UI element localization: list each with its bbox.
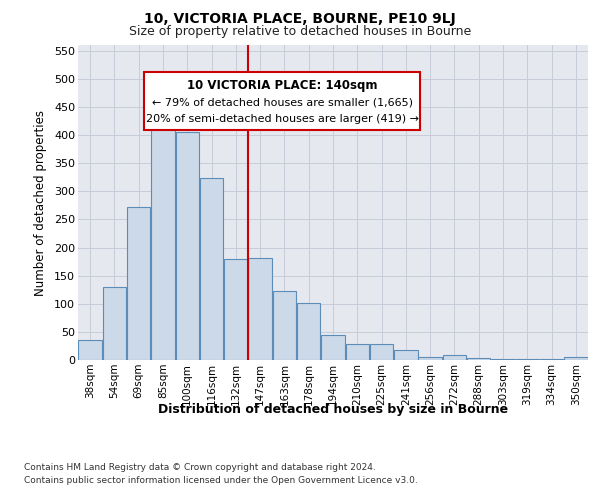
Text: Distribution of detached houses by size in Bourne: Distribution of detached houses by size … bbox=[158, 402, 508, 415]
Bar bbox=[272, 292, 296, 360]
Bar bbox=[515, 359, 539, 360]
Text: 10, VICTORIA PLACE, BOURNE, PE10 9LJ: 10, VICTORIA PLACE, BOURNE, PE10 9LJ bbox=[144, 12, 456, 26]
Text: Contains public sector information licensed under the Open Government Licence v3: Contains public sector information licen… bbox=[24, 476, 418, 485]
Bar bbox=[224, 259, 248, 360]
Bar bbox=[297, 303, 320, 360]
Bar bbox=[79, 340, 102, 360]
Bar bbox=[151, 116, 175, 360]
Bar bbox=[346, 344, 369, 360]
Bar bbox=[370, 344, 394, 360]
Bar bbox=[321, 335, 345, 360]
Bar bbox=[491, 359, 515, 360]
Bar bbox=[443, 355, 466, 360]
Bar bbox=[200, 178, 223, 360]
FancyBboxPatch shape bbox=[145, 72, 420, 130]
Bar bbox=[394, 350, 418, 360]
Bar bbox=[248, 258, 272, 360]
Text: 20% of semi-detached houses are larger (419) →: 20% of semi-detached houses are larger (… bbox=[146, 114, 419, 124]
Bar bbox=[418, 356, 442, 360]
Y-axis label: Number of detached properties: Number of detached properties bbox=[34, 110, 47, 296]
Bar bbox=[176, 132, 199, 360]
Text: 10 VICTORIA PLACE: 140sqm: 10 VICTORIA PLACE: 140sqm bbox=[187, 79, 377, 92]
Text: ← 79% of detached houses are smaller (1,665): ← 79% of detached houses are smaller (1,… bbox=[151, 97, 413, 107]
Text: Size of property relative to detached houses in Bourne: Size of property relative to detached ho… bbox=[129, 25, 471, 38]
Bar bbox=[540, 359, 563, 360]
Bar bbox=[564, 356, 587, 360]
Bar bbox=[467, 358, 490, 360]
Text: Contains HM Land Registry data © Crown copyright and database right 2024.: Contains HM Land Registry data © Crown c… bbox=[24, 462, 376, 471]
Bar bbox=[127, 207, 151, 360]
Bar bbox=[103, 287, 126, 360]
